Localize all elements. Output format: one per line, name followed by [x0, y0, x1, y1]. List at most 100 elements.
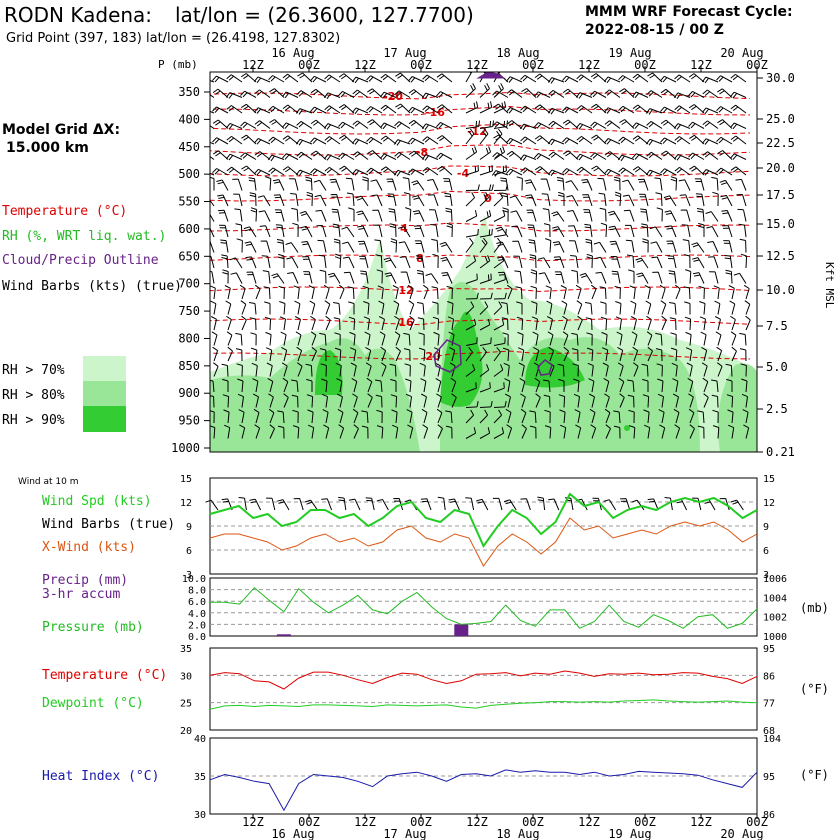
wind-barb — [479, 146, 492, 160]
wind-barb — [733, 272, 747, 284]
wind-barb — [430, 224, 439, 238]
wind-barb — [589, 408, 596, 424]
cloud-outline-mid — [537, 359, 553, 376]
wind-barb — [562, 331, 569, 346]
wind-barb — [680, 209, 691, 222]
wind-barb — [683, 286, 691, 300]
wind-barb — [744, 300, 751, 315]
wind-barb — [359, 255, 369, 269]
wind-barb — [465, 83, 476, 98]
wind-barb — [334, 332, 341, 346]
wind-barb — [266, 347, 273, 362]
legend-rh: RH (%, WRT liq. wat.) — [2, 229, 166, 244]
wind-barb — [205, 499, 219, 511]
wind-barb — [588, 393, 595, 408]
wind-barb — [394, 151, 411, 160]
rh80-area-left — [210, 338, 420, 452]
wind-barb — [246, 271, 257, 284]
wind-barb — [506, 424, 513, 439]
wind-barb — [264, 316, 272, 331]
wind-barb — [553, 256, 565, 269]
wind-barb — [379, 331, 386, 346]
bottom-time-tick-label: 00Z — [634, 815, 656, 829]
wind-barb — [658, 409, 665, 424]
wind-barb — [236, 363, 243, 377]
wind-barb — [355, 195, 369, 207]
pressure-tick-label: 750 — [178, 304, 200, 318]
cross-section-border — [209, 71, 758, 453]
wind-barb — [366, 167, 383, 176]
wind-barb — [731, 346, 737, 362]
wind-barb — [348, 498, 361, 511]
wind-barb — [604, 138, 621, 145]
wind-barb — [380, 73, 397, 83]
wind-barb — [465, 337, 478, 346]
wind-barb — [493, 301, 503, 315]
wind-barb — [609, 240, 621, 253]
wind-barb — [726, 394, 734, 408]
wind-barb — [362, 176, 369, 191]
wind-barb — [479, 409, 489, 424]
wind-barb — [436, 408, 443, 424]
wind-barb — [292, 425, 300, 439]
wind-barb — [735, 178, 747, 191]
wind-barb — [310, 75, 327, 83]
wind-barb — [590, 152, 607, 160]
wind-barb — [436, 73, 453, 83]
wind-barb — [226, 135, 243, 145]
wind-barb — [217, 194, 229, 207]
wind-barb — [383, 257, 397, 269]
wind-barb — [538, 272, 551, 284]
wind-barb — [568, 225, 579, 238]
wind-barb — [323, 284, 330, 300]
wind-barb — [296, 346, 303, 362]
wind-barb — [507, 284, 513, 300]
wind-barb — [513, 255, 523, 269]
wind-barb — [506, 150, 523, 160]
wind-barb — [301, 241, 313, 253]
wind-barb — [281, 362, 288, 377]
kft-tick-label: 0.21 — [766, 445, 795, 459]
wind-barb — [551, 211, 565, 222]
precip-bars — [276, 624, 469, 636]
wind-barb — [227, 346, 233, 362]
kft-tick-label: 12.5 — [766, 249, 795, 263]
rh90-area-mid2 — [525, 347, 585, 388]
wind-barb — [712, 191, 719, 207]
wind-barb — [285, 242, 299, 253]
wind-barb — [479, 337, 492, 346]
wind-barb — [336, 393, 343, 408]
pressure-tick-label-right: 1006 — [763, 574, 787, 585]
wind-barb — [465, 347, 473, 362]
wind-barb — [566, 195, 579, 207]
wind-barb — [291, 207, 299, 222]
wind-barb — [309, 300, 316, 315]
wind-barb — [745, 315, 751, 331]
wind-barb — [212, 168, 229, 176]
wind-barb — [226, 315, 232, 331]
wind-barb — [730, 499, 744, 511]
wind-barb — [738, 223, 747, 238]
wind-barb — [419, 362, 426, 377]
wind-barb — [224, 424, 231, 439]
wind-barb — [672, 393, 679, 408]
pressure-tick-label: 850 — [178, 359, 200, 373]
wind-barb — [548, 151, 565, 160]
wind-barb — [716, 75, 733, 83]
wind-barb — [376, 499, 389, 511]
wind-barb — [305, 176, 313, 191]
wind-barb — [291, 379, 299, 393]
wind-barb — [293, 498, 304, 511]
wind-barb — [358, 240, 369, 253]
wind-barb — [465, 164, 479, 176]
wind-tick-left: 3 — [186, 570, 192, 581]
wind-barb — [292, 409, 299, 424]
wind-barb — [226, 166, 243, 176]
wind-barb — [282, 91, 299, 99]
wind-barb — [678, 179, 691, 191]
wind-barb — [408, 119, 425, 129]
wind-barb — [435, 377, 442, 393]
wind-barb — [360, 270, 369, 284]
wind-barb — [682, 239, 691, 253]
wind-barb — [627, 379, 635, 393]
